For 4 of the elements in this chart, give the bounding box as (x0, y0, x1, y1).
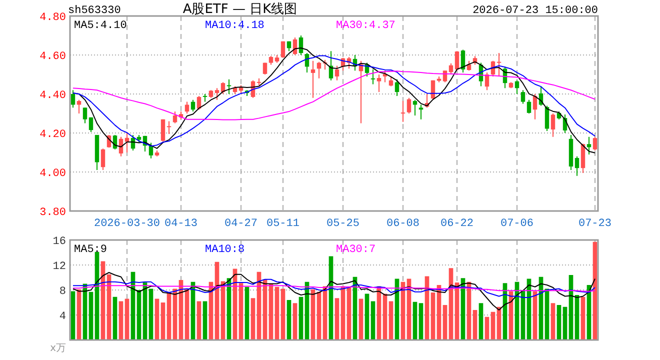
annotation: sh563330 (68, 5, 121, 17)
annotation: 2026-07-23 15:00:00 (472, 5, 598, 17)
ylabel: x万 (50, 343, 66, 354)
title: A股ETF — 日K线图 (182, 2, 298, 17)
